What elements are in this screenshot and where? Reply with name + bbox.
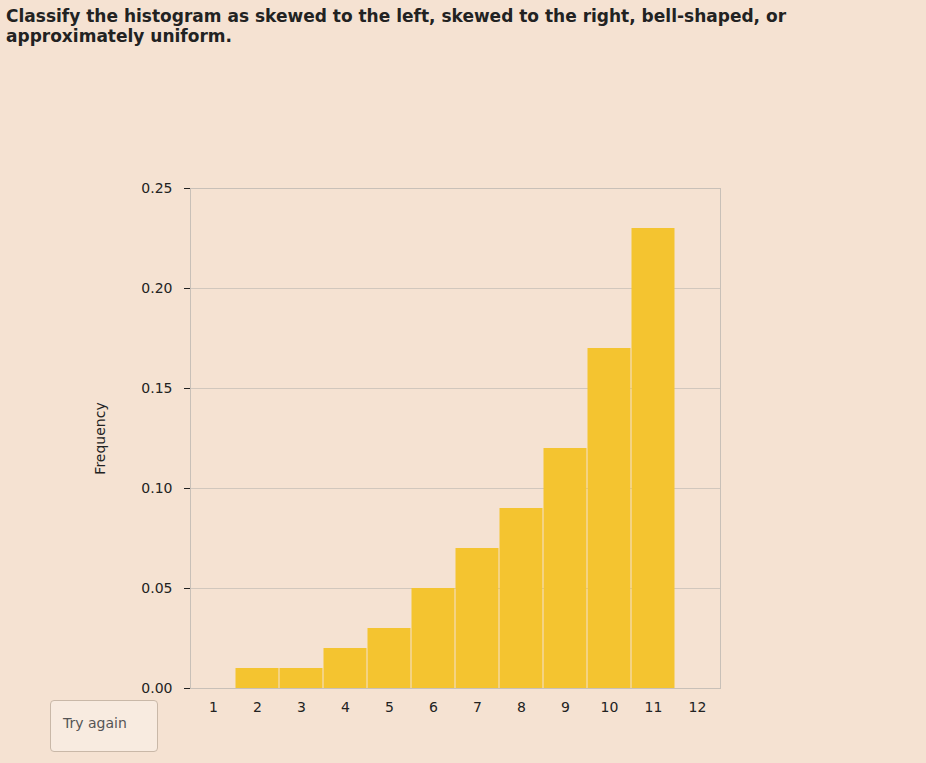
svg-text:0.05: 0.05 <box>141 580 172 596</box>
svg-text:0.20: 0.20 <box>141 280 172 296</box>
svg-text:7: 7 <box>473 699 482 715</box>
svg-text:0.15: 0.15 <box>141 380 172 396</box>
svg-text:10: 10 <box>601 699 619 715</box>
svg-text:6: 6 <box>429 699 438 715</box>
svg-text:0.00: 0.00 <box>141 680 172 696</box>
svg-text:8: 8 <box>517 699 526 715</box>
svg-text:9: 9 <box>561 699 570 715</box>
svg-text:11: 11 <box>645 699 663 715</box>
svg-text:5: 5 <box>385 699 394 715</box>
svg-text:12: 12 <box>689 699 707 715</box>
svg-text:0.25: 0.25 <box>141 180 172 196</box>
svg-text:3: 3 <box>297 699 306 715</box>
svg-text:0.10: 0.10 <box>141 480 172 496</box>
html-text:Try again: Try again <box>63 715 127 731</box>
svg-text:4: 4 <box>341 699 350 715</box>
svg-text:2: 2 <box>253 699 262 715</box>
html-text:Classify the histogram as skew: Classify the histogram as skewed to the … <box>6 6 786 46</box>
svg-text:Frequency: Frequency <box>92 402 108 474</box>
svg-text:1: 1 <box>209 699 218 715</box>
